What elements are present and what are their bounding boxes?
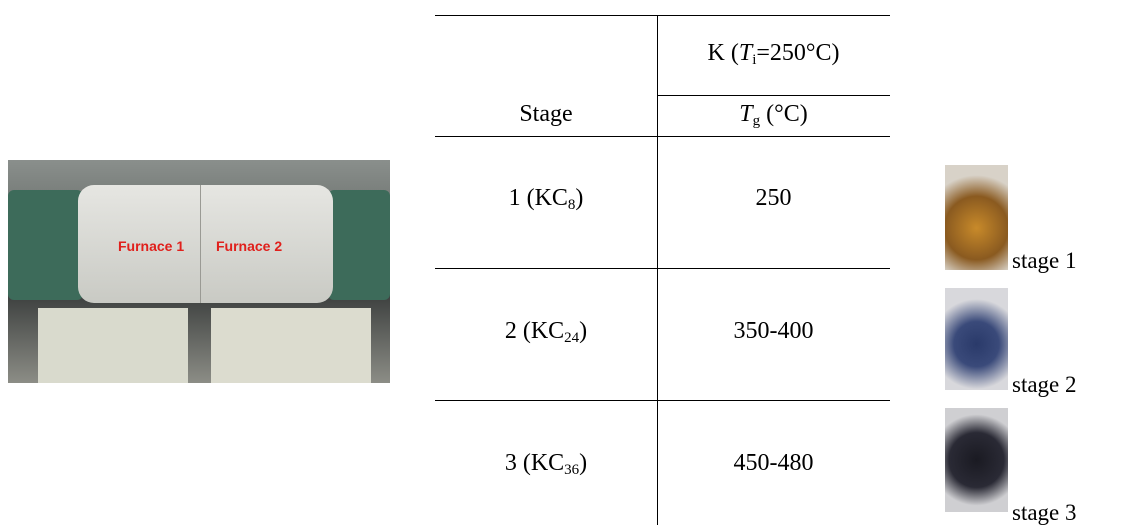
temperature-cell: 250 [755, 185, 792, 211]
text: T [739, 101, 753, 127]
text: K ( [707, 40, 739, 66]
stage-cell: 1 (KC8) [435, 185, 657, 214]
text: 36 [564, 462, 580, 478]
text: (°C) [760, 101, 808, 127]
stage-caption: stage 1 [1012, 248, 1077, 273]
text: 1 (KC [508, 185, 568, 211]
photo-label: Furnace 1 [118, 238, 185, 254]
text: i [752, 52, 757, 68]
text: g [752, 113, 761, 129]
stage-caption: stage 2 [1012, 372, 1077, 397]
temperature-cell: 350-400 [733, 318, 814, 344]
text: 3 (KC [504, 450, 565, 476]
text: ) [575, 185, 584, 211]
rule [435, 136, 890, 137]
stage-cell: 2 (KC24) [435, 318, 657, 347]
temperature-cell: 450-480 [733, 450, 814, 476]
photo-label: Furnace 2 [216, 238, 283, 254]
text: 2 (KC [504, 318, 565, 344]
text: ) [579, 318, 588, 344]
text: 8 [567, 197, 576, 213]
column-header: Tg (°C) [657, 101, 890, 130]
stage-photo [945, 288, 1008, 390]
rule [435, 15, 890, 16]
rule [435, 400, 890, 401]
furnace-photo: Furnace 1 Furnace 2 [8, 160, 390, 383]
rule [657, 95, 890, 96]
rule [435, 268, 890, 269]
rule [657, 15, 658, 525]
group-header: K (Ti=250°C) [657, 40, 890, 69]
stage-photo [945, 408, 1008, 512]
stage-cell: 3 (KC36) [435, 450, 657, 479]
column-header: Stage [519, 101, 573, 127]
stage-photo [945, 165, 1008, 270]
text: T [738, 40, 753, 66]
text: =250°C) [756, 40, 840, 66]
text: 24 [564, 330, 580, 346]
stage-caption: stage 3 [1012, 500, 1077, 525]
text: ) [579, 450, 588, 476]
